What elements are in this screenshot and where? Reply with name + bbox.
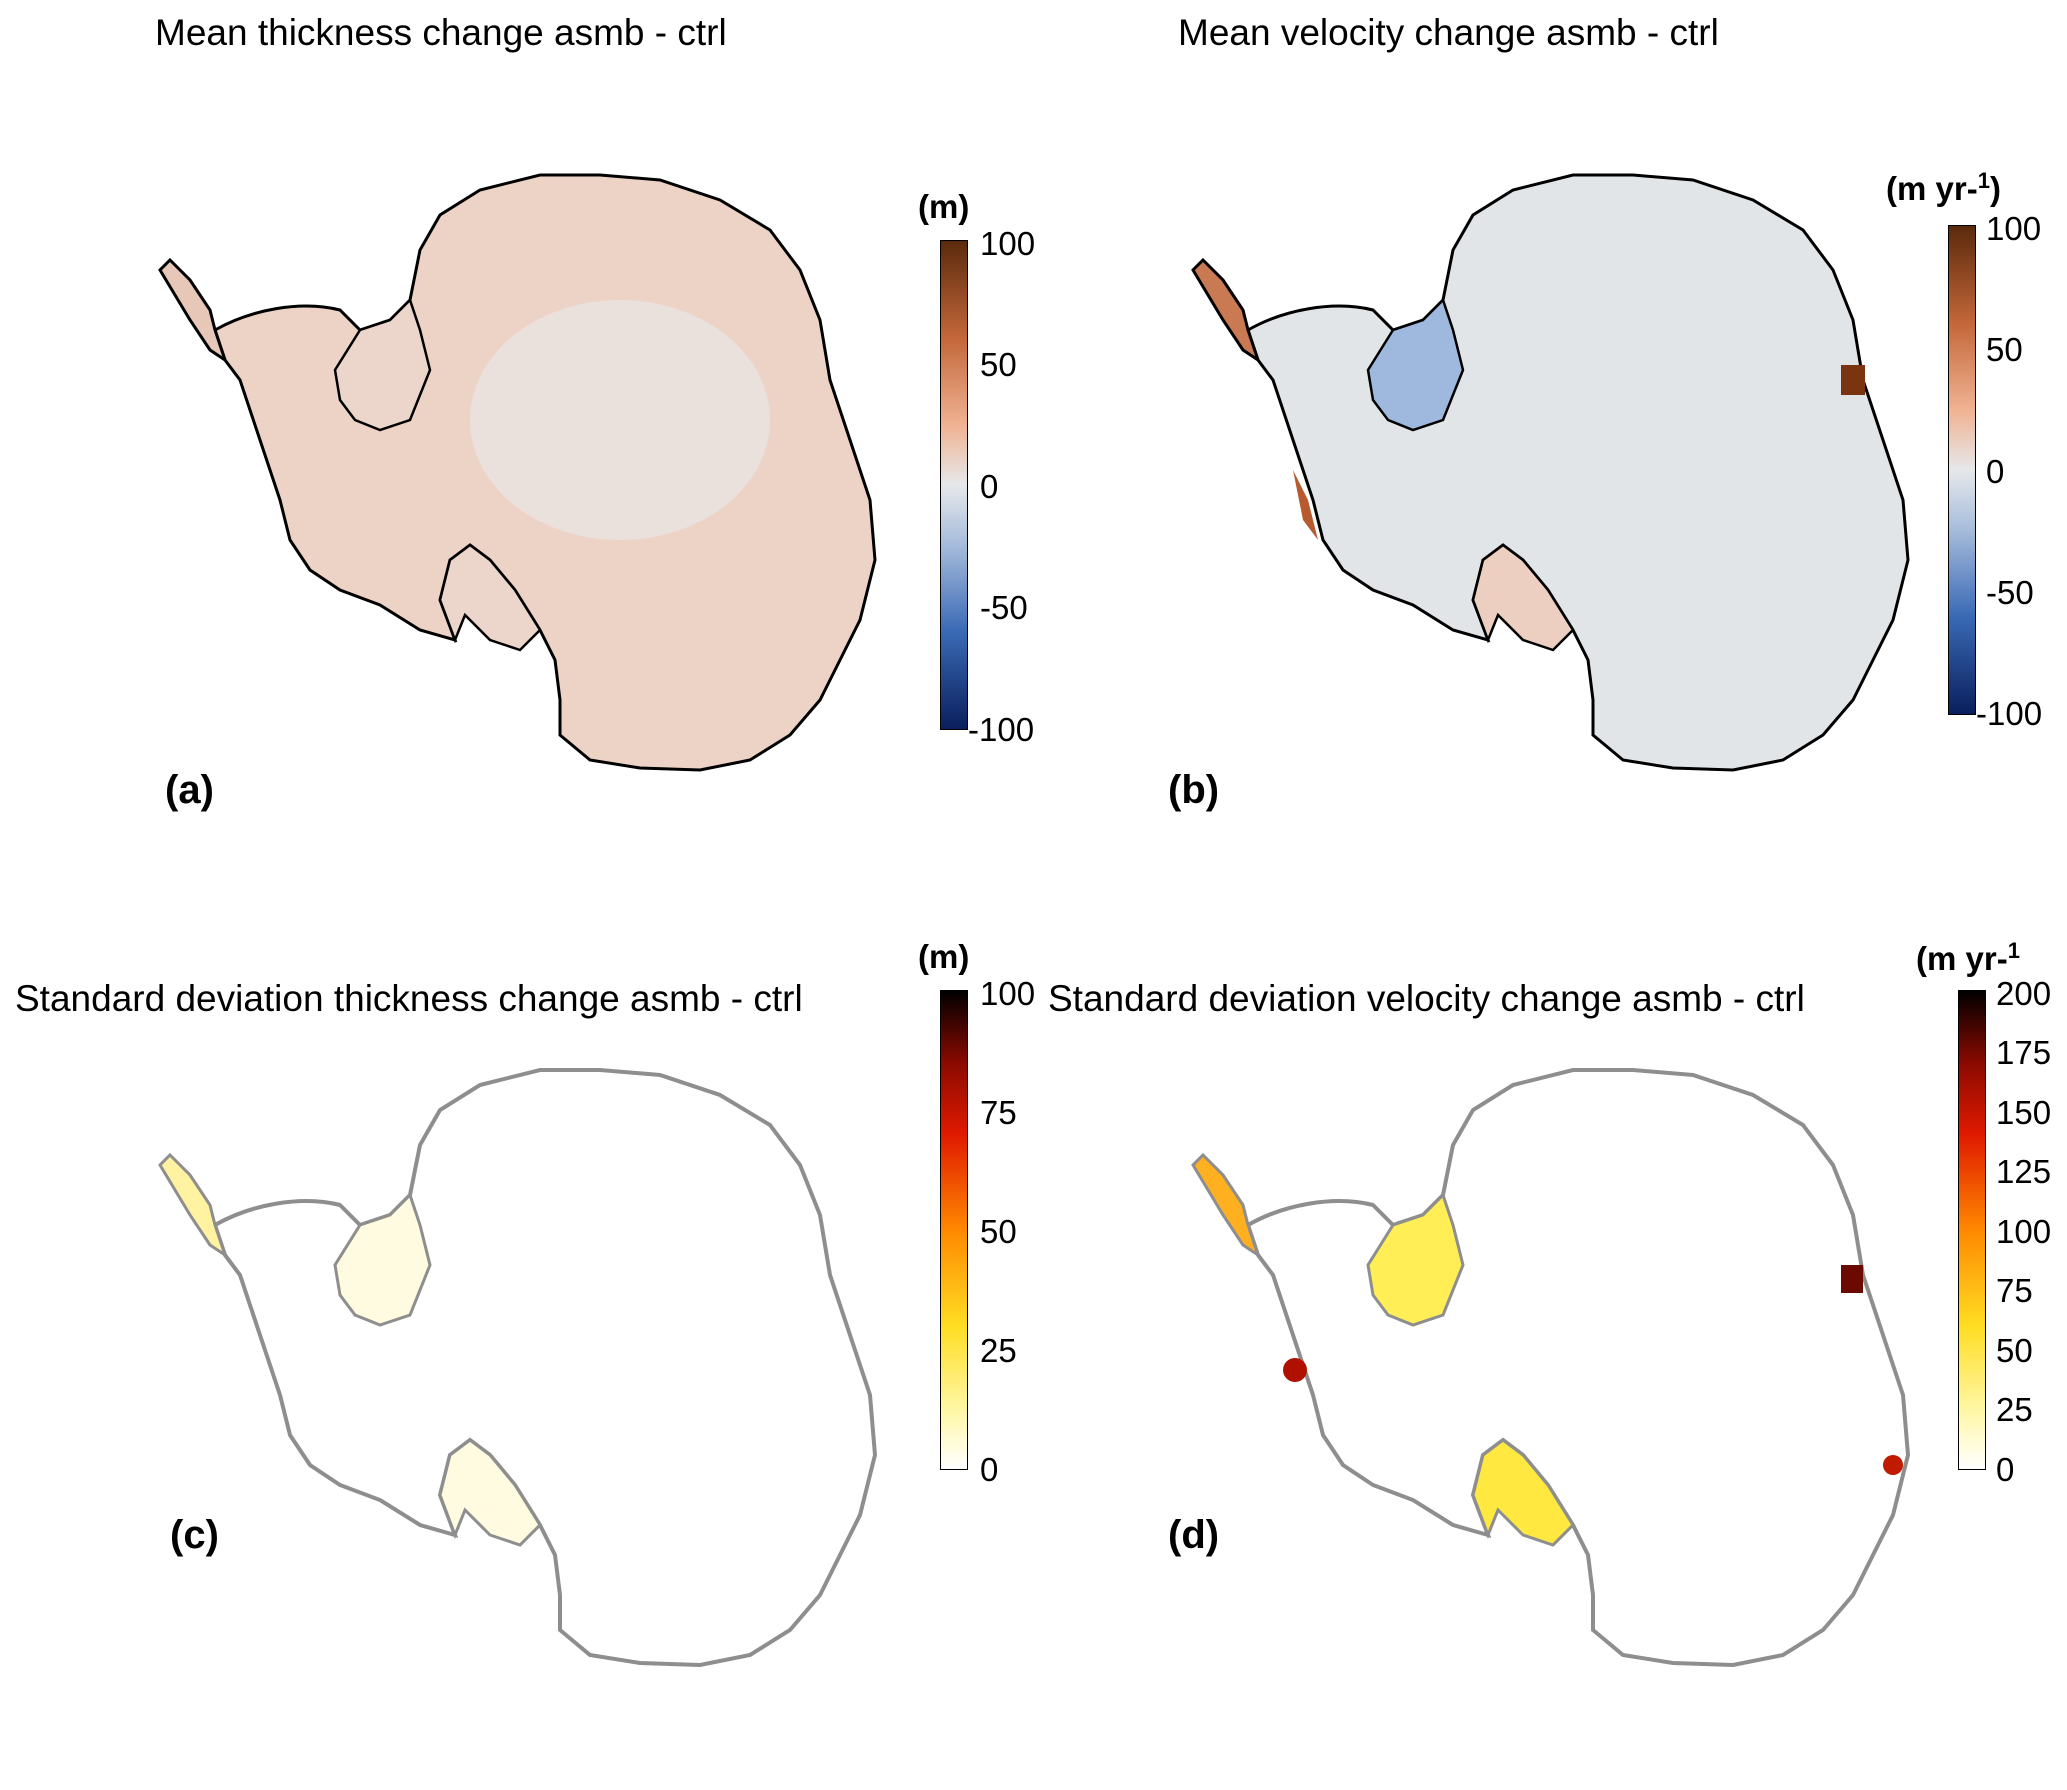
peninsula xyxy=(1191,1152,1261,1259)
colorbar-tick: 75 xyxy=(980,1094,1017,1131)
colorbar-tick: 0 xyxy=(1996,1451,2015,1488)
colorbar-tick: -50 xyxy=(1986,574,2034,611)
coastal-hotspot xyxy=(1883,1455,1903,1475)
ice-sheet-outline xyxy=(212,1068,878,1668)
peninsula xyxy=(1191,257,1261,364)
colorbar-tick: 100 xyxy=(980,225,1036,262)
antarctica-map xyxy=(1191,173,1910,772)
ice-shelf-ross xyxy=(438,543,542,652)
ice-shelf-weddell xyxy=(1366,1192,1465,1327)
antarctica-map xyxy=(158,1068,878,1668)
ice-shelf-weddell xyxy=(333,297,432,432)
colorbar-tick: 50 xyxy=(980,346,1017,383)
amery-hotspot xyxy=(1841,1265,1863,1293)
coastal-hotspot xyxy=(1283,1358,1307,1382)
colorbar-tick: 0 xyxy=(980,1451,999,1488)
colorbar-tick: 125 xyxy=(1996,1153,2052,1190)
colorbar-tick: 200 xyxy=(1996,975,2052,1012)
panel-title: Mean velocity change asmb - ctrl xyxy=(1178,12,1719,53)
ice-shelf-weddell xyxy=(1366,297,1465,432)
amery-hotspot xyxy=(1841,365,1865,395)
colorbar-tick: 150 xyxy=(1996,1094,2052,1131)
colorbar-tick: 0 xyxy=(980,468,999,505)
colorbar-unit: (m yr-1) xyxy=(1886,168,2001,207)
colorbar-tick: -100 xyxy=(968,711,1035,748)
colorbar xyxy=(940,990,968,1470)
colorbar-unit: (m yr-1 xyxy=(1916,938,2020,977)
colorbar-unit: (m) xyxy=(918,188,970,225)
ice-sheet-fill xyxy=(1246,173,1910,772)
colorbar-tick: 175 xyxy=(1996,1034,2052,1071)
colorbar-tick: 50 xyxy=(980,1213,1017,1250)
peninsula xyxy=(158,1152,228,1259)
colorbar xyxy=(1958,990,1986,1470)
panel-a: Mean thickness change asmb - ctrl (m) 10… xyxy=(0,0,1036,895)
colorbar-tick: 75 xyxy=(1996,1272,2033,1309)
panel-b: Mean velocity change asmb - ctrl (m yr-1… xyxy=(1033,0,2066,895)
ice-sheet-outline xyxy=(1245,1068,1911,1668)
colorbar-unit: (m) xyxy=(918,938,970,975)
panel-title: Mean thickness change asmb - ctrl xyxy=(155,12,727,53)
colorbar-tick: 50 xyxy=(1996,1332,2033,1369)
panel-label: (b) xyxy=(1168,768,1220,812)
antarctica-map xyxy=(158,173,877,772)
coastal-hotspot xyxy=(1293,470,1318,540)
interior-light-zone xyxy=(470,300,770,540)
ice-shelf-ross xyxy=(1471,543,1575,652)
colorbar xyxy=(1948,225,1976,715)
colorbar-tick: 100 xyxy=(1986,210,2042,247)
panel-label: (c) xyxy=(170,1513,219,1557)
ice-shelf-ross xyxy=(1471,1438,1575,1547)
panel-label: (d) xyxy=(1168,1513,1220,1557)
colorbar-tick: 50 xyxy=(1986,331,2023,368)
colorbar-tick: 25 xyxy=(1996,1391,2033,1428)
ice-shelf-weddell xyxy=(333,1192,432,1327)
colorbar-tick: 0 xyxy=(1986,453,2005,490)
colorbar-tick: 100 xyxy=(980,975,1036,1012)
panel-c: Standard deviation thickness change asmb… xyxy=(0,895,1036,1790)
panel-title: Standard deviation thickness change asmb… xyxy=(15,978,803,1019)
peninsula xyxy=(158,257,228,364)
panel-d: Standard deviation velocity change asmb … xyxy=(1033,895,2066,1790)
ice-shelf-ross xyxy=(438,1438,542,1547)
colorbar-tick: 100 xyxy=(1996,1213,2052,1250)
colorbar-tick: 25 xyxy=(980,1332,1017,1369)
panel-title: Standard deviation velocity change asmb … xyxy=(1048,978,1805,1019)
colorbar-tick: -50 xyxy=(980,589,1028,626)
colorbar xyxy=(940,240,968,730)
antarctica-map xyxy=(1191,1068,1911,1668)
panel-label: (a) xyxy=(165,768,214,812)
colorbar-tick: -100 xyxy=(1976,695,2043,732)
